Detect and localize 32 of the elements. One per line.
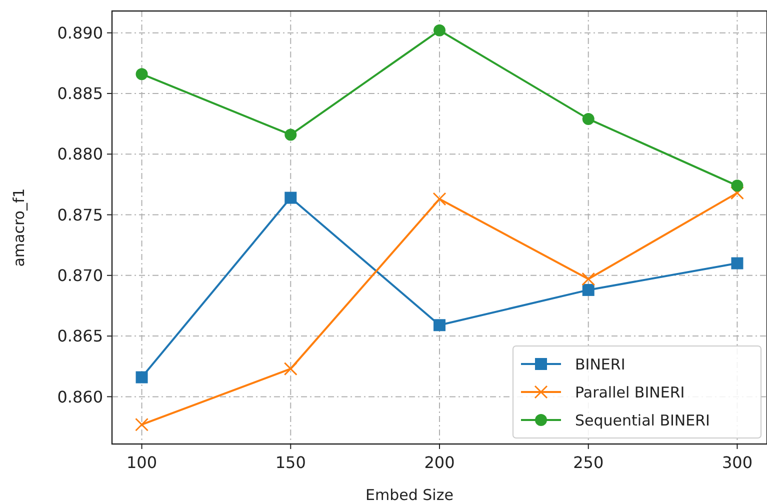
point [284,128,297,141]
legend-label: BINERI [575,355,626,374]
x-axis-title: Embed Size [366,486,454,504]
legend-label: Parallel BINERI [575,383,685,402]
point [284,192,297,204]
point [136,68,148,80]
point [582,112,594,125]
y-tick-label: 0.875 [57,205,103,224]
point [432,192,446,206]
point [582,284,594,296]
y-tick-label: 0.885 [57,84,103,104]
point [731,257,744,270]
point [434,319,446,332]
y-tick-label: 0.890 [57,23,103,42]
point [731,180,744,192]
y-tick-label: 0.880 [57,144,103,164]
point [135,418,149,432]
point [434,24,446,36]
x-tick-label: 200 [424,453,455,472]
y-tick-label: 0.870 [57,266,103,286]
x-tick-label: 100 [126,453,158,472]
y-tick-label: 0.865 [57,326,103,346]
point [582,272,596,286]
x-tick-label: 300 [722,453,752,472]
legend-label: Sequential BINERI [575,411,710,430]
point [284,362,298,376]
x-tick-label: 250 [573,453,604,472]
point [730,186,744,200]
x-tick-label: 150 [275,453,306,472]
y-axis-title: amacro_f1 [10,188,28,267]
point [136,371,148,384]
y-tick-label: 0.860 [57,387,103,406]
